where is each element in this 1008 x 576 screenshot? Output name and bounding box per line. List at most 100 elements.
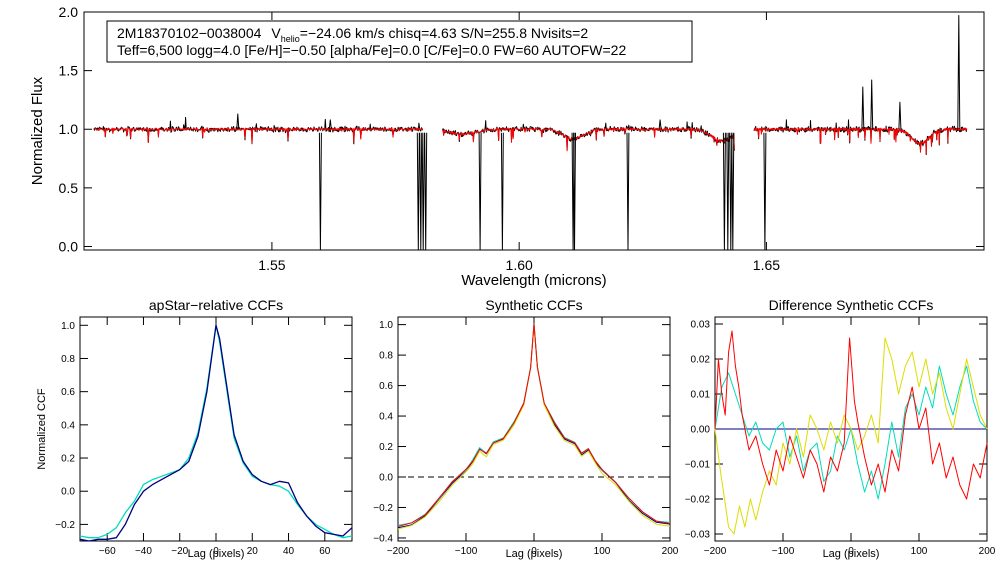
apstar-ccf-xtick-label-3: 0 (213, 546, 219, 557)
apstar-ccf-ytick-label-5: 0.8 (61, 354, 75, 365)
bad-pixel-drop-12 (729, 132, 733, 251)
spectrum-info-line-1: 2M18370102−0038004 Vhelio=−24.06 km/s chi… (117, 25, 588, 44)
apstar-ccf-frame (79, 316, 353, 542)
apstar-ccf-xtick-label-5: 40 (283, 546, 295, 557)
spectrum-xtick-label-0: 1.55 (258, 257, 285, 273)
model-spectrum-chip-1 (442, 127, 735, 152)
synthetic-ccf-xlabel: Lag (pixels) (506, 548, 563, 560)
observed-spectrum-chip-1 (442, 120, 735, 151)
model-spectrum-chip-0 (93, 127, 424, 144)
apstar-ccf-ytick-label-2: 0.2 (61, 454, 75, 465)
apstar-ccf-xtick-label-0: −60 (99, 546, 116, 557)
difference-ccf-xtick-label-0: −200 (704, 546, 727, 557)
difference-ccf-series-cyan (714, 365, 988, 500)
velocity-subscript: helio (281, 34, 300, 44)
bad-pixel-drop-5 (478, 132, 482, 251)
apstar-ccf-xlabel: Lag (pixels) (188, 548, 245, 560)
synthetic-ccf-series-3 (397, 323, 671, 527)
difference-ccf-ytick-label-3: 0.00 (691, 425, 711, 436)
synthetic-ccf-ytick-label-5: 0.6 (379, 381, 393, 392)
spectrum-xtick-label-2: 1.65 (753, 257, 780, 273)
synthetic-ccf-frame (397, 316, 671, 542)
difference-ccf-series-red (714, 330, 988, 500)
difference-ccf-xtick-label-2: 0 (848, 546, 854, 557)
apstar-ccf-ytick-label-1: 0.0 (61, 487, 75, 498)
apstar-ccf-ytick-label-3: 0.4 (61, 420, 75, 431)
apstar-ccf-xtick-label-2: −20 (171, 546, 188, 557)
star-id: 2M18370102−0038004 (117, 25, 262, 41)
emission-spike-6 (658, 119, 662, 130)
bad-pixel-drop-9 (626, 132, 630, 251)
bad-pixel-drop-1 (416, 132, 420, 251)
spectrum-xlabel: Wavelength (microns) (461, 272, 606, 289)
velocity-symbol: V (271, 25, 281, 41)
emission-spike-3 (870, 79, 874, 130)
emission-spike-4 (898, 101, 902, 130)
spectrum-ytick-label-0: 0.0 (59, 238, 79, 254)
synthetic-ccf-xtick-label-0: −200 (387, 546, 410, 557)
difference-ccf-series-yellow (714, 337, 988, 535)
spectrum-info-line-2: Teff=6,500 logg=4.0 [Fe/H]=−0.50 [alpha/… (117, 42, 626, 58)
spectrum-xtick-label-1: 1.60 (506, 257, 533, 273)
synthetic-ccf-xtick-label-3: 100 (594, 546, 611, 557)
spectrum-panel: Normalized Flux Wavelength (microns) 1.5… (29, 4, 985, 289)
synthetic-ccf-ytick-label-0: −0.4 (373, 533, 393, 544)
synthetic-ccf-ytick-label-2: 0.0 (379, 473, 393, 484)
difference-ccf-ytick-label-1: −0.02 (685, 495, 711, 506)
bad-pixel-drop-3 (421, 132, 425, 251)
difference-ccf-xlabel: Lag (pixels) (823, 548, 880, 560)
bad-pixel-drop-10 (722, 132, 726, 251)
bad-pixel-drop-11 (726, 132, 730, 251)
apstar-ccf-series-0 (79, 324, 353, 539)
emission-spike-2 (861, 86, 865, 130)
apstar-ccf-xtick-label-4: 20 (247, 546, 259, 557)
synthetic-ccf-series-0 (397, 323, 671, 529)
difference-ccf-ytick-label-6: 0.03 (691, 320, 711, 331)
difference-ccf-xtick-label-3: 100 (911, 546, 928, 557)
bad-pixel-drop-2 (419, 132, 423, 251)
bad-pixel-drop-4 (424, 132, 428, 251)
difference-ccf-title: Difference Synthetic CCFs (769, 297, 934, 313)
spectrum-ytick-label-3: 1.5 (59, 63, 79, 79)
apstar-ccf-xtick-label-6: 60 (319, 546, 331, 557)
difference-ccf-panel: Difference Synthetic CCFs Lag (pixels) −… (685, 297, 996, 560)
difference-ccf-ytick-label-0: −0.03 (685, 530, 711, 541)
difference-ccf-xtick-label-1: −100 (772, 546, 795, 557)
model-spectrum-chip-2 (753, 127, 968, 154)
spectrum-ytick-label-1: 0.5 (59, 180, 79, 196)
synthetic-ccf-ytick-label-3: 0.2 (379, 442, 393, 453)
synthetic-ccf-series-1 (397, 323, 671, 526)
apstar-ccf-xtick-label-1: −40 (135, 546, 152, 557)
synthetic-ccf-title: Synthetic CCFs (485, 297, 582, 313)
synthetic-ccf-xtick-label-2: 0 (531, 546, 537, 557)
difference-ccf-ytick-label-2: −0.01 (685, 460, 711, 471)
bad-pixel-drop-8 (573, 132, 576, 251)
synthetic-ccf-ytick-label-6: 0.8 (379, 351, 393, 362)
spectrum-info-box (106, 20, 693, 63)
apstar-ccf-ylabel: Normalized CCF (36, 388, 48, 470)
synthetic-ccf-ytick-label-7: 1.0 (379, 320, 393, 331)
synthetic-ccf-ytick-label-1: −0.2 (373, 503, 393, 514)
apstar-ccf-ytick-label-4: 0.6 (61, 387, 75, 398)
bad-pixel-drop-14 (763, 132, 767, 251)
emission-spike-0 (236, 113, 240, 130)
bad-pixel-drop-6 (500, 132, 504, 251)
apstar-ccf-series-1 (79, 324, 353, 542)
bad-pixel-drop-0 (318, 132, 322, 251)
bad-pixel-drop-13 (731, 132, 735, 251)
synthetic-ccf-ytick-label-4: 0.4 (379, 412, 393, 423)
difference-ccf-ytick-label-4: 0.01 (691, 390, 711, 401)
synthetic-ccf-xtick-label-1: −100 (455, 546, 478, 557)
apstar-ccf-title: apStar−relative CCFs (149, 297, 283, 313)
apstar-ccf-ytick-label-6: 1.0 (61, 321, 75, 332)
difference-ccf-xtick-label-4: 200 (979, 546, 996, 557)
spectrum-ytick-label-2: 1.0 (59, 121, 79, 137)
spectrum-ytick-label-4: 2.0 (59, 4, 79, 20)
observed-spectrum-chip-2 (753, 119, 968, 156)
emission-spike-1 (328, 119, 332, 130)
spectrum-plot-frame (83, 11, 985, 251)
apstar-ccf-ytick-label-0: −0.2 (55, 520, 75, 531)
star-parameters: =−24.06 km/s chisq=4.63 S/N=255.8 Nvisit… (300, 25, 589, 41)
apstar-ccf-panel: apStar−relative CCFs Normalized CCF Lag … (36, 297, 353, 560)
